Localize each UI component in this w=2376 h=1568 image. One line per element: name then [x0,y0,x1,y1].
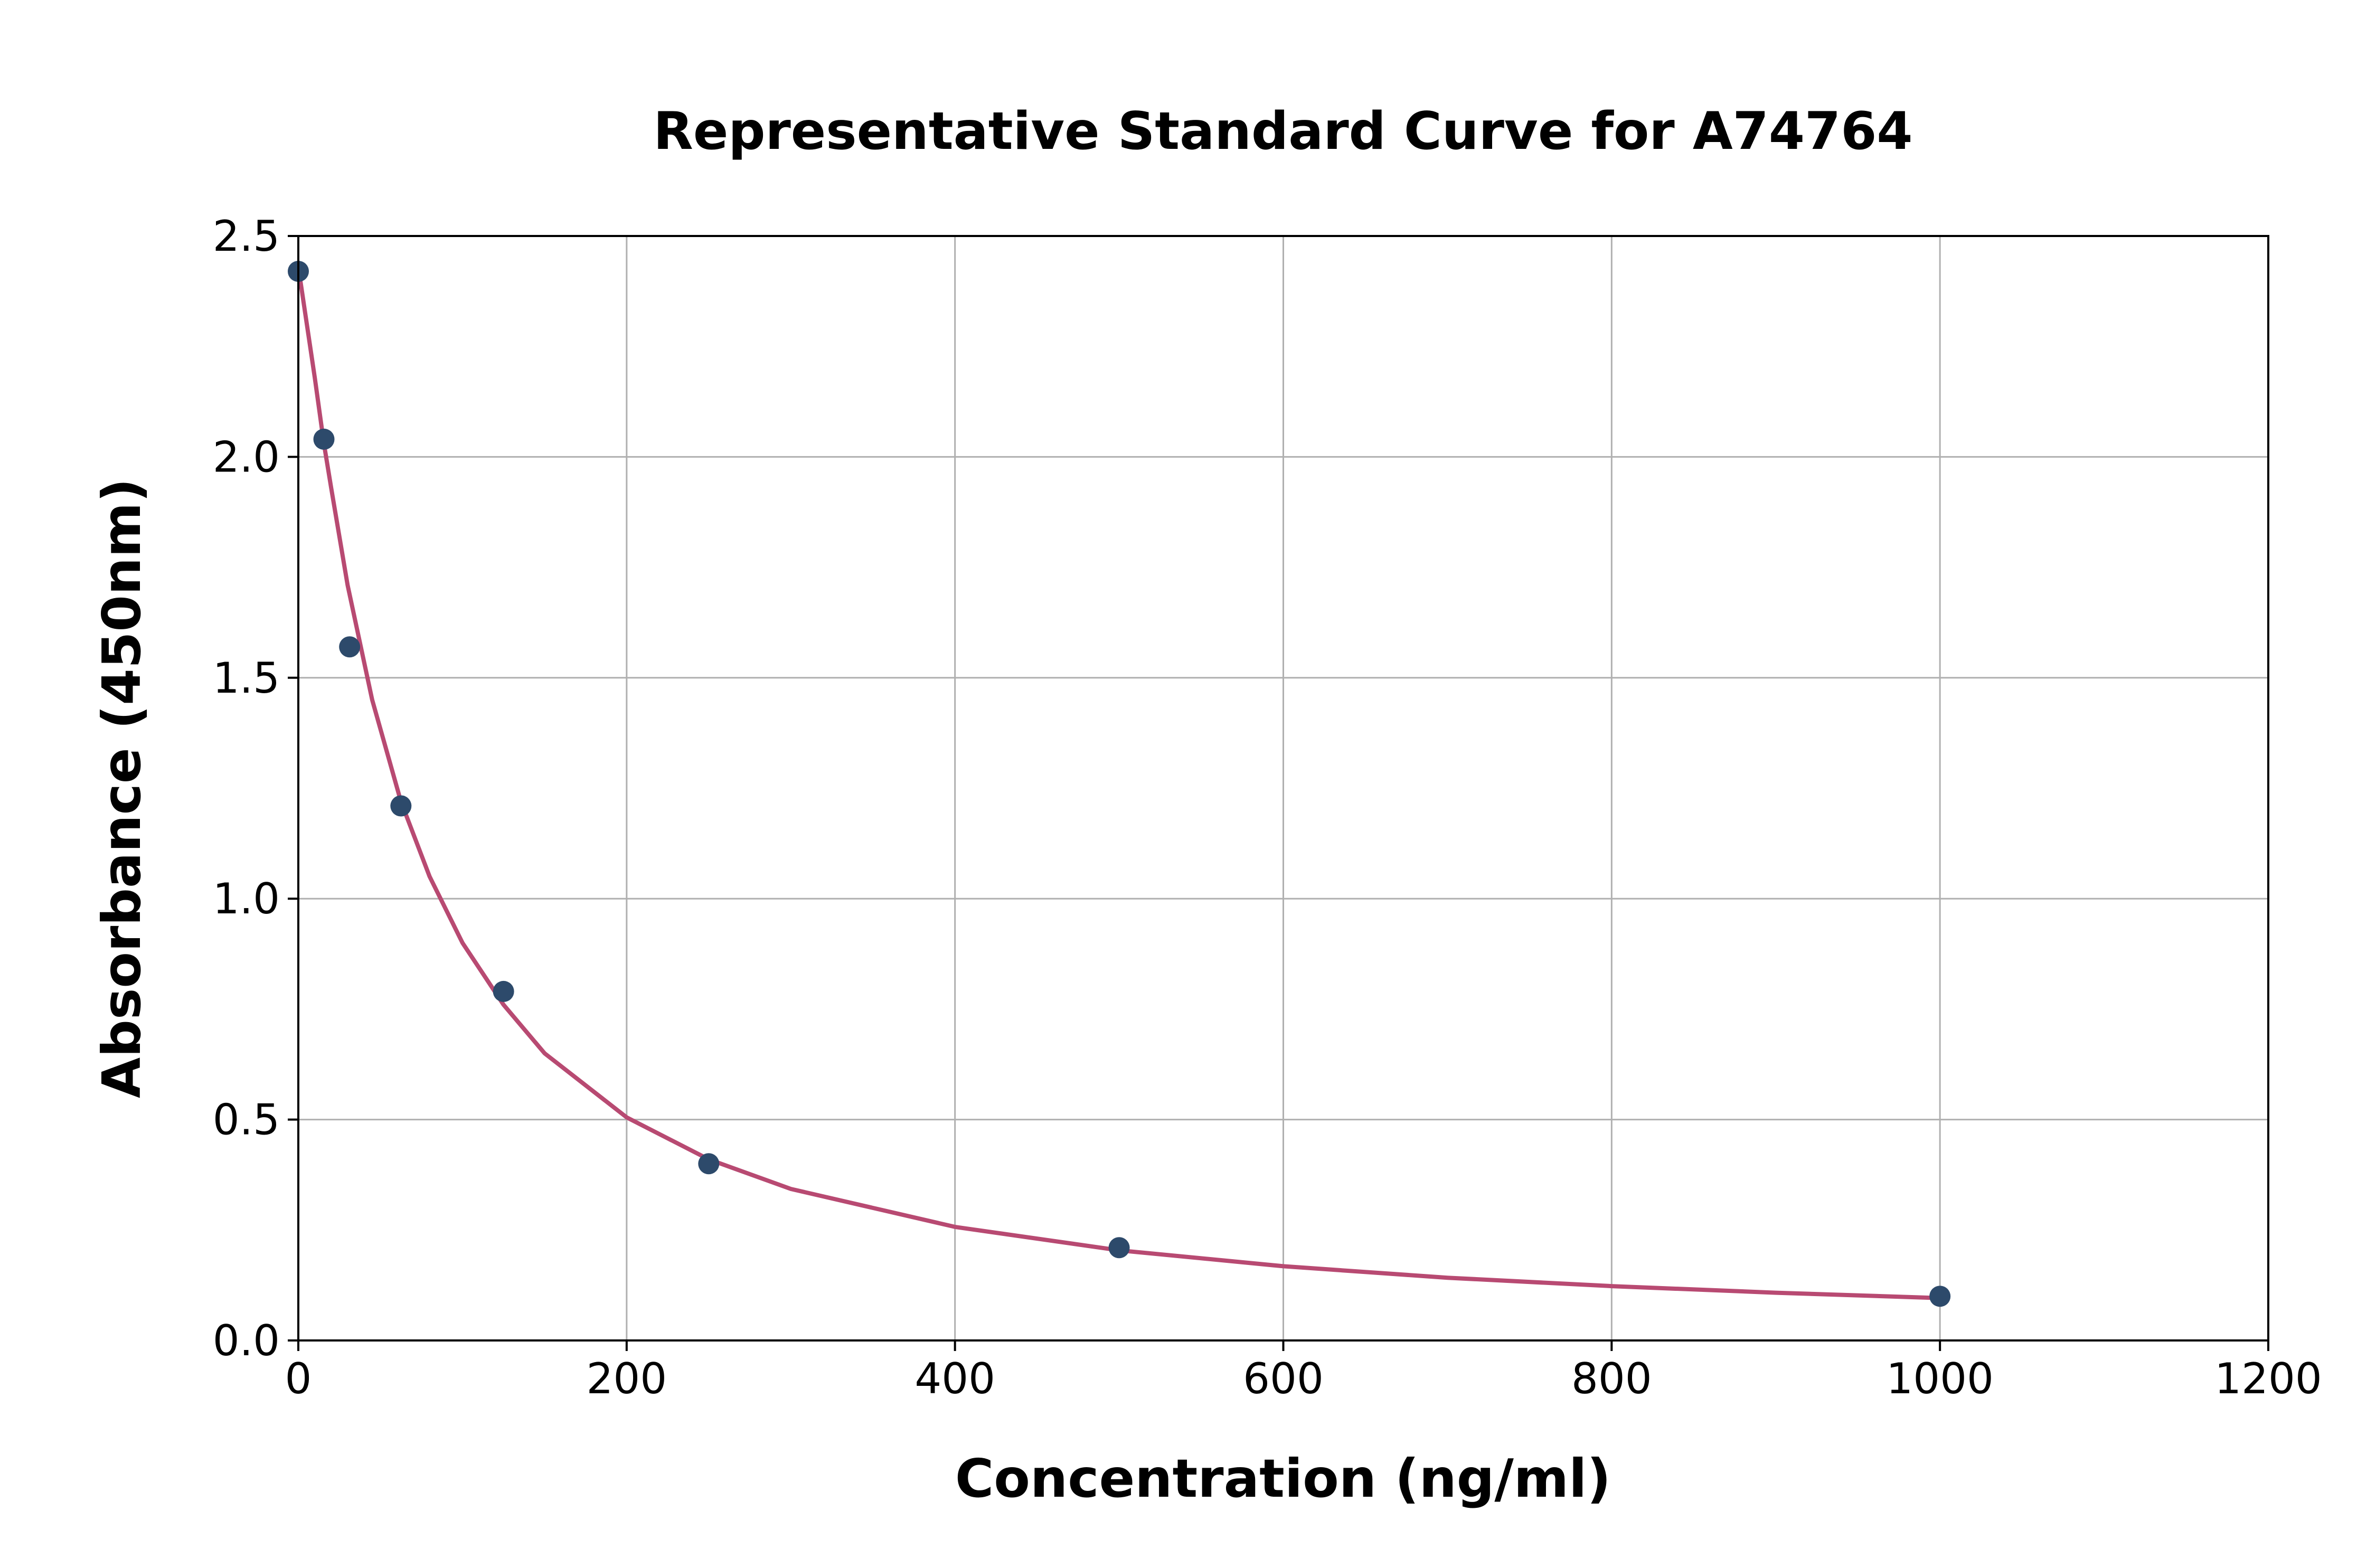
data-point [339,636,361,658]
data-point [1929,1286,1951,1307]
x-ticks: 0 200 400 600 800 1000 1200 [285,1340,2322,1403]
grid [297,235,2269,1342]
y-tick-label: 1.5 [213,654,280,703]
x-tick-label: 400 [914,1354,995,1403]
x-tick-label: 600 [1243,1354,1324,1403]
y-tick-label: 2.5 [213,212,280,261]
data-point [493,980,514,1002]
fit-curve-group [296,267,1940,1300]
y-axis-label: Absorbance (450nm) [91,478,153,1098]
data-point [313,428,335,450]
y-tick-label: 2.0 [213,432,280,481]
y-tick-label: 1.0 [213,874,280,923]
data-point [390,795,412,817]
y-tick-label: 0.5 [213,1095,280,1145]
x-tick-label: 800 [1571,1354,1652,1403]
x-tick-label: 200 [586,1354,667,1403]
y-ticks: 0.0 0.5 1.0 1.5 2.0 2.5 [213,212,298,1365]
fit-curve-line [296,267,1940,1300]
data-point [698,1153,720,1175]
x-tick-label: 0 [285,1354,312,1403]
data-point [1108,1237,1130,1259]
x-tick-label: 1000 [1886,1354,1994,1403]
y-tick-label: 0.0 [213,1316,280,1365]
data-points [288,260,1951,1307]
x-axis-label: Concentration (ng/ml) [955,1448,1611,1509]
x-tick-label: 1200 [2214,1354,2322,1403]
chart-title: Representative Standard Curve for A74764 [653,101,1912,162]
